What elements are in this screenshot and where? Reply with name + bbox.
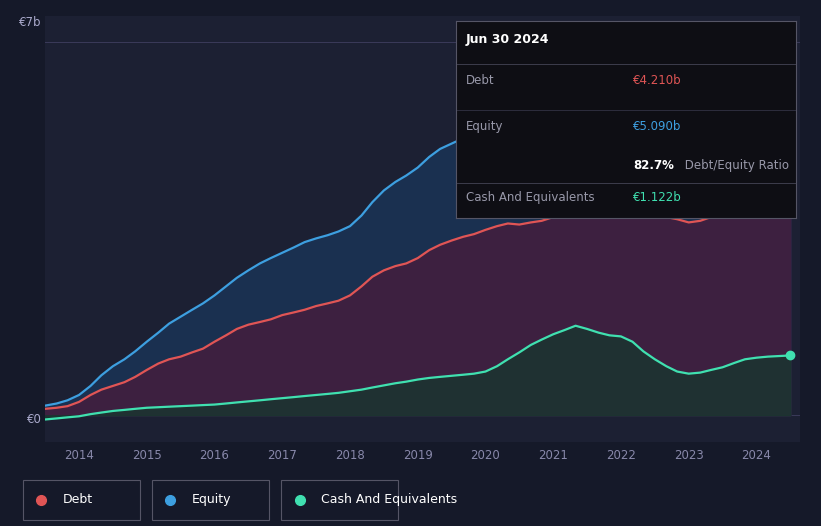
Text: €0: €0 — [26, 413, 41, 426]
Text: €7b: €7b — [19, 16, 41, 29]
Text: Debt: Debt — [466, 74, 494, 87]
Text: Cash And Equivalents: Cash And Equivalents — [321, 493, 457, 506]
Text: 82.7%: 82.7% — [633, 159, 674, 172]
Text: Debt: Debt — [62, 493, 93, 506]
Text: Equity: Equity — [466, 120, 503, 133]
Text: Equity: Equity — [192, 493, 232, 506]
Text: €5.090b: €5.090b — [633, 120, 681, 133]
Text: Cash And Equivalents: Cash And Equivalents — [466, 191, 594, 204]
Text: Jun 30 2024: Jun 30 2024 — [466, 33, 549, 46]
Text: €1.122b: €1.122b — [633, 191, 681, 204]
Text: €4.210b: €4.210b — [633, 74, 681, 87]
Text: Debt/Equity Ratio: Debt/Equity Ratio — [681, 159, 788, 172]
